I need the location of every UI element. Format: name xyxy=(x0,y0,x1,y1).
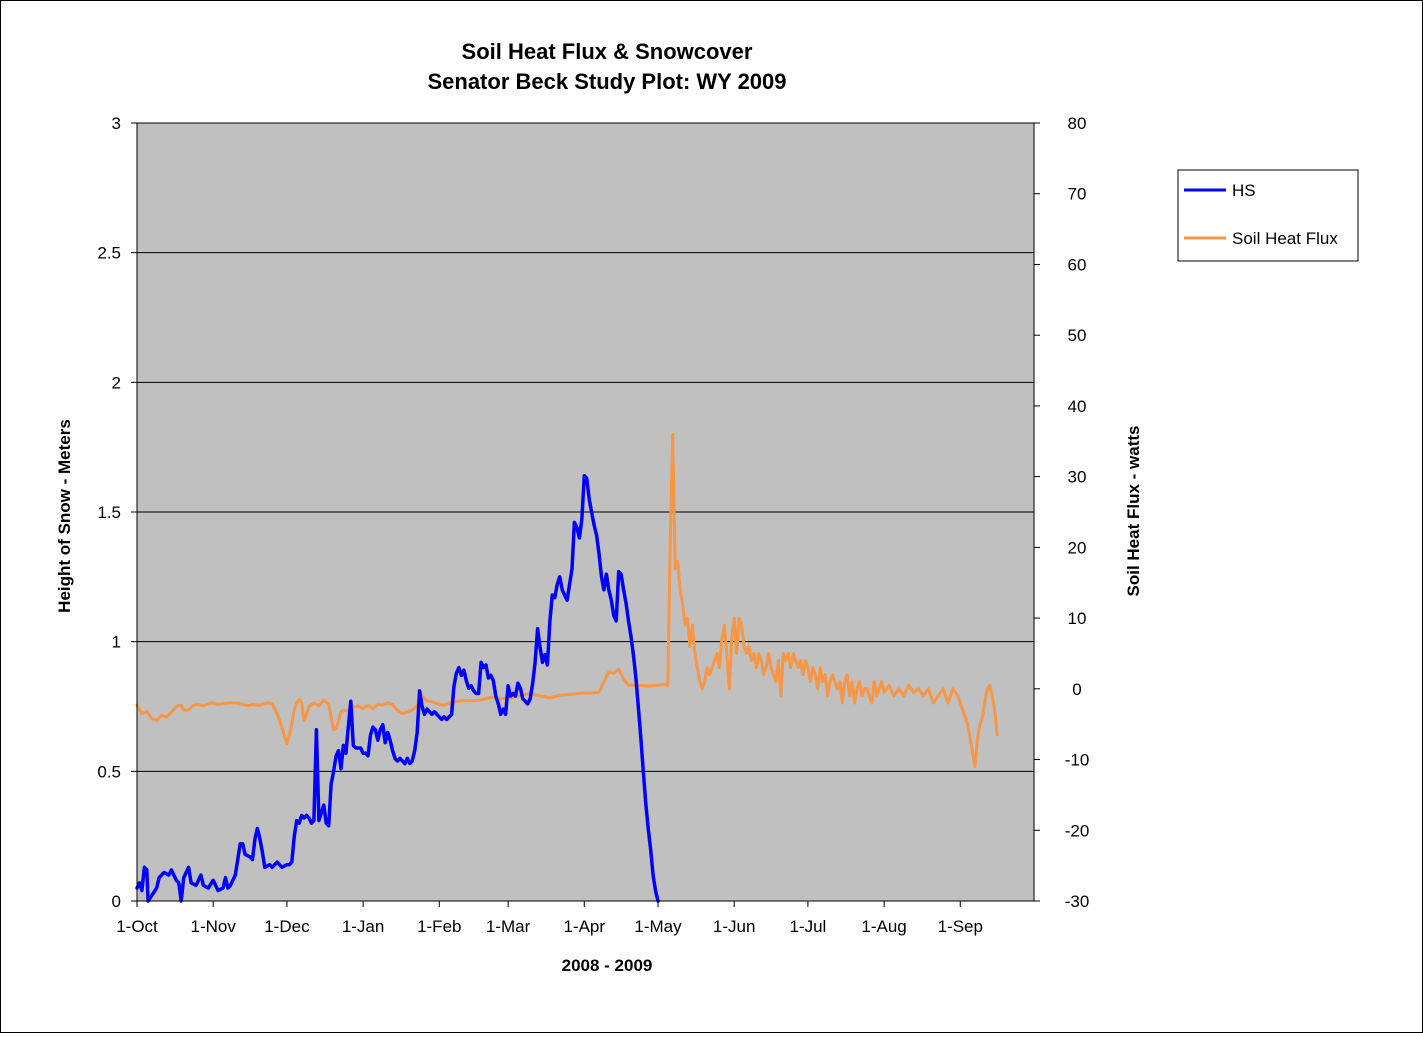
right-tick-label: 30 xyxy=(1068,468,1087,487)
legend-box xyxy=(1177,169,1359,262)
right-tick-label: -20 xyxy=(1065,821,1090,840)
legend-label-soil-heat-flux: Soil Heat Flux xyxy=(1232,229,1338,248)
right-tick-label: 40 xyxy=(1068,397,1087,416)
left-tick-label: 3 xyxy=(112,114,121,133)
chart-subtitle: Senator Beck Study Plot: WY 2009 xyxy=(427,69,786,94)
left-tick-label: 0.5 xyxy=(97,762,121,781)
series-line-hs xyxy=(135,473,660,903)
x-tick-label: 1-Sep xyxy=(938,917,983,936)
x-tick-label: 1-May xyxy=(634,917,682,936)
x-tick-label: 1-Mar xyxy=(486,917,531,936)
x-axis-ticks: 1-Oct 1-Nov 1-Dec 1-Jan 1-Feb 1-Mar 1-Apr 1-May… xyxy=(116,901,983,936)
right-tick-label: 50 xyxy=(1068,326,1087,345)
right-tick-label: 10 xyxy=(1068,609,1087,628)
left-tick-label: 0 xyxy=(112,892,121,911)
right-tick-label: -30 xyxy=(1065,892,1090,911)
left-axis-title: Height of Snow - Meters xyxy=(55,419,74,613)
left-tick-label: 2.5 xyxy=(97,244,121,263)
chart-title: Soil Heat Flux & Snowcover xyxy=(462,39,753,64)
right-tick-label: 0 xyxy=(1072,680,1081,699)
right-tick-label: 20 xyxy=(1068,538,1087,557)
right-axis-ticks: -30 -20 -10 0 10 20 30 40 50 60 70 80 xyxy=(1034,114,1089,911)
right-tick-label: 80 xyxy=(1068,114,1087,133)
x-tick-label: 1-Jul xyxy=(789,917,826,936)
right-axis-title: Soil Heat Flux - watts xyxy=(1124,426,1143,597)
left-tick-label: 2 xyxy=(112,373,121,392)
x-tick-label: 1-Apr xyxy=(563,917,605,936)
left-tick-label: 1.5 xyxy=(97,503,121,522)
x-tick-label: 1-Dec xyxy=(264,917,310,936)
series-line-soil-heat-flux xyxy=(135,432,999,769)
legend-label-hs: HS xyxy=(1232,181,1256,200)
left-axis-ticks: 0 0.5 1 1.5 2 2.5 3 xyxy=(97,114,137,911)
right-tick-label: 70 xyxy=(1068,185,1087,204)
x-tick-label: 1-Nov xyxy=(191,917,237,936)
left-tick-label: 1 xyxy=(112,633,121,652)
x-tick-label: 1-Feb xyxy=(417,917,461,936)
x-tick-label: 1-Jan xyxy=(342,917,385,936)
right-tick-label: -10 xyxy=(1065,751,1090,770)
legend: HS Soil Heat Flux xyxy=(1177,169,1359,262)
series-layer xyxy=(135,432,999,903)
gridlines xyxy=(137,122,1034,772)
x-tick-label: 1-Oct xyxy=(116,917,158,936)
x-axis-title: 2008 - 2009 xyxy=(562,956,653,975)
x-tick-label: 1-Aug xyxy=(861,917,906,936)
x-tick-label: 1-Jun xyxy=(713,917,756,936)
right-tick-label: 60 xyxy=(1068,255,1087,274)
